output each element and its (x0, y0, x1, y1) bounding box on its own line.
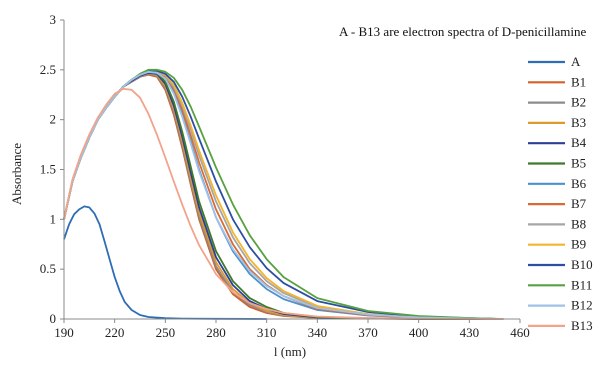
y-tick-label: 1 (50, 211, 57, 226)
x-tick-label: 370 (358, 325, 378, 340)
x-tick-label: 220 (105, 325, 125, 340)
y-tick-label: 2 (50, 112, 57, 127)
y-tick-label: 0.5 (40, 261, 56, 276)
series-line-a (63, 205, 267, 320)
legend: A B1 B2 B3 B4 B5 B6 B7 B8 B9 B10 B11 B12 B13 (528, 54, 593, 333)
legend-label-b4: B4 (571, 135, 587, 150)
series-line-b13 (63, 87, 504, 320)
y-tick-label: 2.5 (40, 62, 56, 77)
x-tick-label: 400 (409, 325, 429, 340)
x-tick-label: 460 (510, 325, 530, 340)
y-tick-label: 3 (50, 12, 57, 27)
plot-area (63, 68, 504, 320)
series-line-b11 (63, 68, 504, 320)
x-tick-label: 430 (460, 325, 480, 340)
legend-label-b5: B5 (571, 156, 586, 171)
legend-label-b13: B13 (571, 318, 593, 333)
x-axis-label: l (nm) (274, 344, 306, 359)
tick-labels: 190 220 250 280 310 340 370 400 430 460 0 0.5 1 1.5 2 2… (40, 12, 530, 340)
legend-label-b12: B12 (571, 298, 593, 313)
legend-label-b3: B3 (571, 115, 586, 130)
y-tick-label: 1.5 (40, 162, 56, 177)
legend-label-b7: B7 (571, 196, 587, 211)
legend-label-a: A (571, 54, 581, 69)
legend-label-b2: B2 (571, 95, 586, 110)
x-tick-label: 340 (308, 325, 328, 340)
x-tick-label: 190 (54, 325, 74, 340)
y-tick-label: 0 (50, 311, 57, 326)
legend-label-b6: B6 (571, 176, 587, 191)
x-tick-label: 310 (257, 325, 277, 340)
x-tick-label: 280 (206, 325, 226, 340)
legend-label-b10: B10 (571, 257, 593, 272)
series-line-b10 (63, 69, 504, 320)
series-line-b12 (63, 70, 504, 320)
chart-title: A - B13 are electron spectra of D-penici… (339, 24, 586, 39)
legend-label-b1: B1 (571, 74, 586, 89)
y-axis-label: Absorbance (9, 143, 24, 205)
legend-label-b11: B11 (571, 277, 592, 292)
legend-label-b9: B9 (571, 237, 586, 252)
legend-label-b8: B8 (571, 216, 586, 231)
x-tick-label: 250 (156, 325, 176, 340)
series-line-b9 (63, 69, 504, 320)
axes (63, 20, 520, 320)
